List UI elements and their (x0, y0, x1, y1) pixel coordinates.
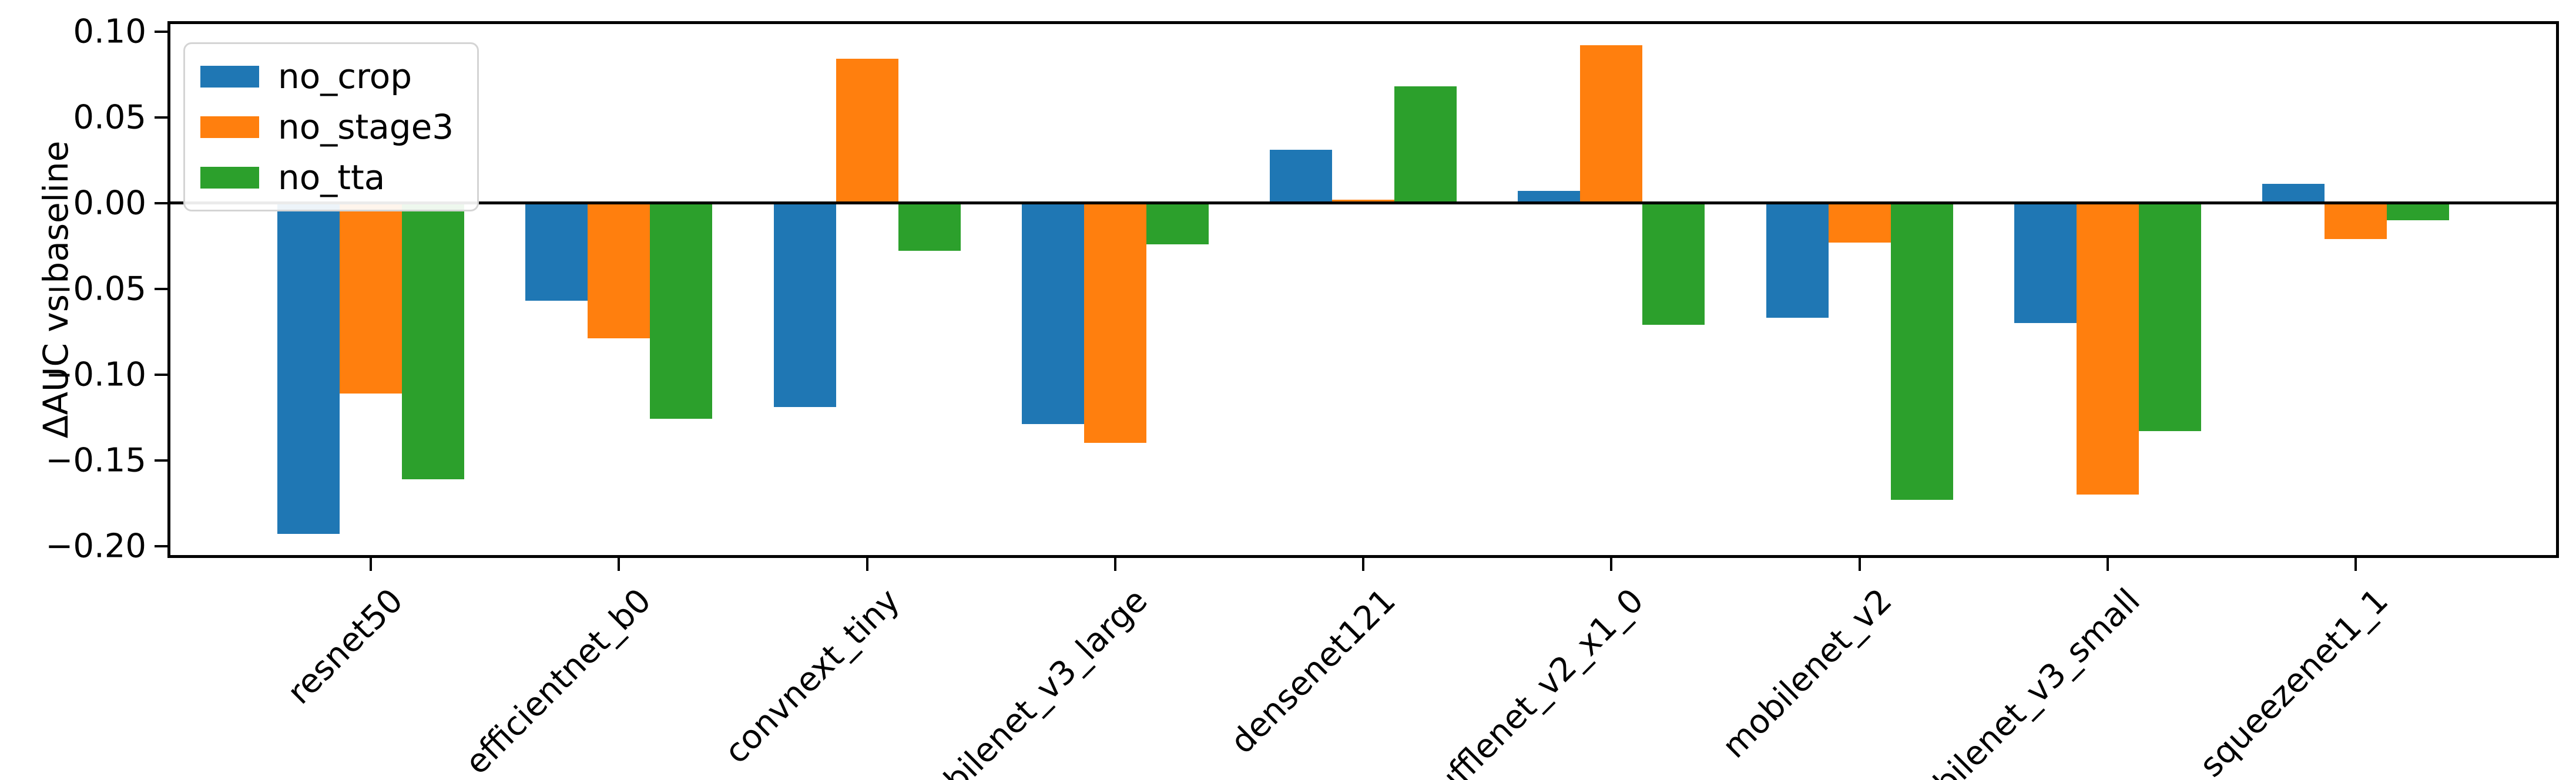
x-tick (2106, 558, 2109, 571)
bar-no_crop-convnext-tiny (773, 203, 836, 408)
x-tick-label: mobilenet_v3_small (1889, 581, 2148, 780)
bar-no_tta-convnext-tiny (898, 203, 961, 251)
y-tick-label: 0.05 (73, 98, 146, 137)
no-stage3-swatch-icon (200, 116, 259, 138)
legend-label: no_crop (278, 56, 412, 96)
bar-no_tta-densenet121 (1394, 86, 1457, 203)
plot-area (167, 21, 2559, 558)
legend-item-no-tta: no_tta (200, 160, 454, 194)
x-tick-label: mobilenet_v2 (1715, 581, 1900, 766)
bar-no_crop-resnet50 (277, 203, 340, 534)
legend-item-no-crop: no_crop (200, 59, 454, 93)
bar-no_tta-mobilenet-v3-large (1146, 203, 1209, 244)
bar-no_crop-densenet121 (1270, 150, 1332, 203)
bar-no_tta-shufflenet-v2-x1-0 (1642, 203, 1705, 325)
x-tick-label: densenet121 (1223, 581, 1403, 762)
y-tick-label: −0.20 (45, 527, 146, 566)
bar-no_crop-shufflenet-v2-x1-0 (1518, 191, 1581, 203)
bar-no_stage3-mobilenet-v3-small (2076, 203, 2139, 495)
bar-no_stage3-resnet50 (340, 203, 402, 394)
x-tick (2354, 558, 2357, 571)
y-tick (155, 116, 167, 119)
zero-baseline-line (167, 201, 2559, 205)
legend-item-no-stage3: no_stage3 (200, 110, 454, 144)
y-tick (155, 201, 167, 204)
no-crop-swatch-icon (200, 65, 259, 88)
y-tick-label: 0.10 (73, 12, 146, 51)
y-tick-label: 0.00 (73, 184, 146, 223)
bar-no_stage3-densenet121 (1332, 199, 1394, 203)
bar-no_tta-resnet50 (402, 203, 464, 479)
bar-no_tta-mobilenet-v2 (1890, 203, 1953, 500)
bar-no_crop-efficientnet-b0 (525, 203, 588, 301)
legend: no_crop no_stage3 no_tta (183, 42, 479, 211)
x-tick (618, 558, 620, 571)
y-tick-label: −0.15 (45, 441, 146, 480)
bar-no_stage3-shufflenet-v2-x1-0 (1580, 45, 1643, 203)
bar-no_tta-efficientnet-b0 (650, 203, 713, 419)
y-tick (155, 459, 167, 462)
bar-no_tta-mobilenet-v3-small (2138, 203, 2201, 431)
no-tta-swatch-icon (200, 166, 259, 189)
legend-label: no_stage3 (278, 107, 454, 147)
y-tick (155, 30, 167, 33)
x-tick (1113, 558, 1116, 571)
bar-no_crop-squeezenet1-1 (2262, 184, 2325, 203)
x-tick (1858, 558, 1861, 571)
x-tick-label: mobilenet_v3_large (900, 581, 1155, 780)
bar-no_crop-mobilenet-v2 (1766, 203, 1829, 318)
bar-no_crop-mobilenet-v3-large (1021, 203, 1084, 425)
x-tick-label: shufflenet_v2_x1_0 (1400, 581, 1652, 780)
y-tick-label: −0.05 (45, 270, 146, 308)
bar-no_stage3-efficientnet-b0 (588, 203, 650, 339)
y-tick (155, 287, 167, 290)
x-tick-label: convnext_tiny (717, 581, 907, 772)
x-tick (866, 558, 868, 571)
x-tick (370, 558, 372, 571)
legend-label: no_tta (278, 157, 385, 197)
y-tick-label: −0.10 (45, 355, 146, 394)
y-tick (155, 544, 167, 547)
x-tick-label: squeezenet1_1 (2192, 581, 2396, 780)
bar-no_crop-mobilenet-v3-small (2014, 203, 2077, 323)
bar-no_tta-squeezenet1-1 (2387, 203, 2449, 220)
x-tick-label: efficientnet_b0 (458, 581, 659, 780)
bar-no_stage3-convnext-tiny (836, 59, 898, 203)
x-tick (1610, 558, 1613, 571)
bar-no_stage3-mobilenet-v2 (1828, 203, 1891, 243)
x-tick (1362, 558, 1364, 571)
x-tick-label: resnet50 (280, 581, 411, 712)
bar-no_stage3-mobilenet-v3-large (1084, 203, 1146, 443)
bar-no_stage3-squeezenet1-1 (2325, 203, 2387, 239)
y-tick (155, 373, 167, 376)
